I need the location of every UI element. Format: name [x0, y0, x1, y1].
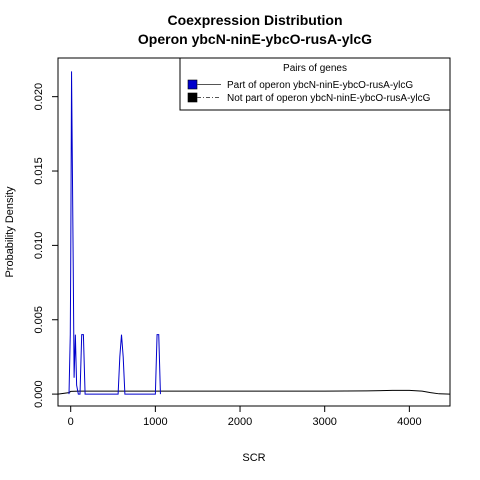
legend-swatch-part	[187, 79, 198, 90]
series-line-not-part-of-operon	[57, 389, 451, 395]
legend-label-not-part: Not part of operon ybcN-ninE-ybcO-rusA-y…	[227, 93, 431, 104]
y-tick-label: 0.010	[33, 232, 45, 260]
series-layer	[57, 71, 451, 395]
y-axis: 0.000 0.005 0.010 0.015 0.020	[33, 83, 58, 408]
legend-title: Pairs of genes	[283, 63, 347, 74]
y-tick-label: 0.020	[33, 83, 45, 111]
x-tick-label: 2000	[228, 416, 252, 428]
x-tick-label: 3000	[312, 416, 336, 428]
series-line-part-of-operon	[68, 71, 161, 395]
legend-box	[179, 57, 451, 111]
x-tick-label: 1000	[143, 416, 167, 428]
y-tick-label: 0.000	[33, 380, 45, 408]
legend-swatch-not-part	[187, 92, 198, 103]
y-axis-label: Probability Density	[4, 186, 16, 278]
x-tick-label: 0	[68, 416, 74, 428]
x-axis: 0 1000 2000 3000 4000	[68, 406, 422, 428]
legend-label-part: Part of operon ybcN-ninE-ybcO-rusA-ylcG	[227, 80, 413, 91]
chart-title: Coexpression Distribution	[167, 12, 342, 28]
y-tick-label: 0.015	[33, 157, 45, 185]
x-tick-label: 4000	[397, 416, 421, 428]
chart-subtitle: Operon ybcN-ninE-ybcO-rusA-ylcG	[138, 31, 372, 47]
x-axis-label: SCR	[242, 452, 265, 464]
y-tick-label: 0.005	[33, 306, 45, 334]
legend: Pairs of genes Part of operon ybcN-ninE-…	[179, 57, 451, 111]
